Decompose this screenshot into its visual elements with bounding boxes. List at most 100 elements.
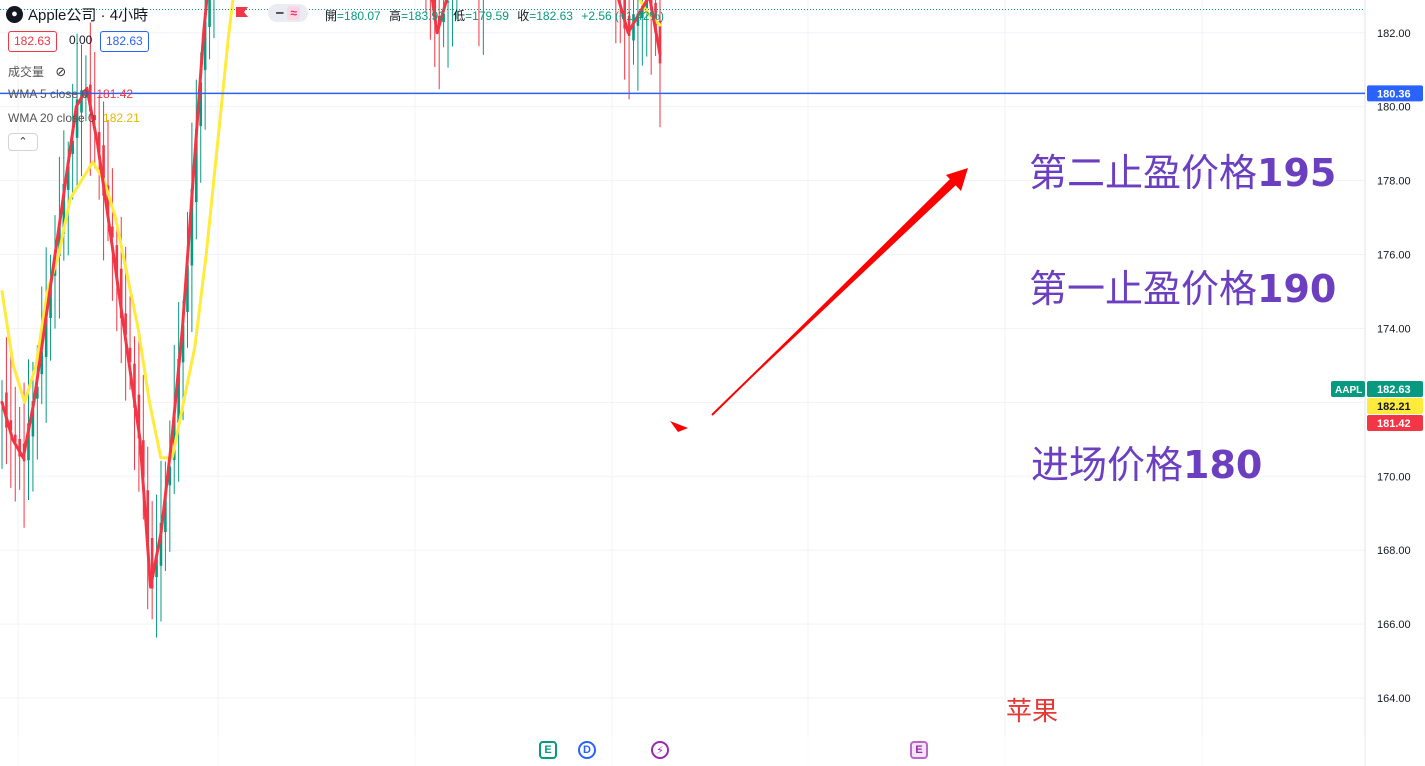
candle-body: [186, 265, 189, 312]
wave-icon[interactable]: ≈: [287, 6, 300, 20]
candle-body: [58, 223, 61, 257]
volume-legend[interactable]: 成交量 ⊘: [8, 63, 66, 80]
change-value: +2.56 (+1.42%): [581, 9, 665, 23]
candle-body: [102, 145, 105, 196]
y-tick-label: 168.00: [1377, 545, 1411, 557]
wma20-label: WMA 20 close 0: [8, 111, 95, 125]
dividend-event-icon[interactable]: D: [578, 741, 596, 759]
candle-body: [172, 410, 176, 460]
wma5-value: 181.42: [96, 87, 134, 101]
minus-icon[interactable]: ━: [276, 6, 284, 20]
candle-body: [168, 466, 172, 486]
candle-body: [641, 5, 644, 18]
low-label: 低: [453, 9, 466, 23]
candle-body: [89, 84, 92, 112]
axis-badge: [1367, 381, 1423, 397]
candle-body: [155, 557, 158, 578]
buy-price-button[interactable]: 182.63: [100, 31, 149, 52]
candle-body: [111, 226, 114, 238]
split-event-icon[interactable]: ⚡: [651, 741, 669, 759]
y-tick-label: 176.00: [1377, 250, 1411, 262]
candle-body: [623, 0, 626, 29]
candle-body: [195, 129, 198, 203]
candle-body: [645, 0, 649, 9]
sell-price-button[interactable]: 182.63: [8, 31, 57, 52]
entry-axis-label: 180.36: [1377, 88, 1411, 100]
candle-body: [658, 20, 662, 64]
indicator-pill[interactable]: ━ ≈: [268, 4, 308, 22]
entry-axis-badge: [1367, 85, 1423, 102]
wma20-legend[interactable]: WMA 20 close 0 182.21: [8, 111, 140, 125]
open-label: 開: [325, 9, 338, 23]
candle-body: [128, 347, 132, 363]
candle-body: [115, 245, 119, 281]
y-tick-label: 164.00: [1377, 693, 1411, 705]
wma5-legend[interactable]: WMA 5 close 0 181.42: [8, 87, 133, 101]
ticker-badge: [1331, 381, 1365, 397]
candle-body: [62, 183, 66, 234]
entry-annotation[interactable]: 进场价格180: [1031, 434, 1262, 489]
candle-body: [177, 358, 180, 423]
candle-body: [93, 115, 97, 121]
axis-badge: [1367, 415, 1423, 431]
axis-badge-label: 181.42: [1377, 418, 1411, 430]
apple-logo-icon: ●: [6, 5, 23, 23]
symbol-title[interactable]: Apple公司 · 4小時: [28, 6, 149, 24]
tp1-number: 190: [1257, 267, 1337, 311]
high-label: 高: [389, 9, 402, 23]
wma20-value: 182.21: [103, 111, 140, 125]
candle-body: [632, 14, 635, 41]
wma5-line: [0, 0, 662, 589]
candle-body: [208, 0, 211, 27]
tp1-text: 第一止盈价格: [1029, 267, 1258, 311]
candle-body: [190, 189, 194, 266]
candle-body: [164, 495, 167, 533]
axis-badge-label: 182.21: [1377, 401, 1411, 413]
candle-body: [142, 440, 145, 478]
candle-body: [75, 99, 79, 138]
candle-body: [146, 490, 150, 544]
candle-body: [18, 438, 21, 457]
tp1-annotation[interactable]: 第一止盈价格190: [1029, 258, 1336, 313]
y-tick-label: 182.00: [1377, 28, 1411, 40]
candle-body: [13, 434, 17, 443]
candle-body: [31, 401, 35, 437]
candle-body: [442, 13, 445, 23]
collapse-legend-button[interactable]: ⌃: [8, 133, 38, 151]
red-flag-icon[interactable]: [234, 5, 250, 21]
entry-number: 180: [1183, 443, 1263, 487]
candle-body: [80, 90, 83, 113]
brand-annotation[interactable]: 苹果: [1006, 697, 1059, 727]
candle-body: [106, 185, 110, 217]
y-tick-label: 178.00: [1377, 176, 1411, 188]
tp2-annotation[interactable]: 第二止盈价格195: [1029, 142, 1336, 197]
high-value: =183.92: [401, 9, 445, 23]
close-value: =182.63: [529, 9, 573, 23]
candle-body: [137, 394, 141, 439]
candle-body: [119, 268, 123, 319]
candle-body: [9, 420, 13, 431]
candle-body: [150, 537, 154, 589]
axis-badge: [1367, 398, 1423, 414]
wma5-label: WMA 5 close 0: [8, 87, 89, 101]
candle-body: [66, 166, 70, 190]
eye-off-icon[interactable]: ⊘: [55, 64, 67, 79]
symbol-header[interactable]: ● Apple公司 · 4小時: [6, 3, 148, 25]
volume-label: 成交量: [8, 65, 45, 79]
candle-body: [133, 363, 136, 408]
spread-value: 0.00: [69, 33, 93, 47]
upcoming-earnings-event-icon[interactable]: E: [910, 741, 928, 759]
candle-body: [40, 351, 44, 375]
low-value: =179.59: [465, 9, 509, 23]
y-tick-label: 170.00: [1377, 471, 1411, 483]
earnings-event-icon[interactable]: E: [539, 741, 557, 759]
open-value: =180.07: [337, 9, 381, 23]
candle-body: [49, 284, 52, 319]
wma20-line: [0, 0, 662, 460]
candle-body: [159, 522, 163, 566]
tp2-text: 第二止盈价格: [1029, 151, 1258, 195]
candle-body: [199, 82, 203, 127]
candle-body: [44, 306, 48, 357]
entry-text: 进场价格: [1031, 443, 1184, 487]
